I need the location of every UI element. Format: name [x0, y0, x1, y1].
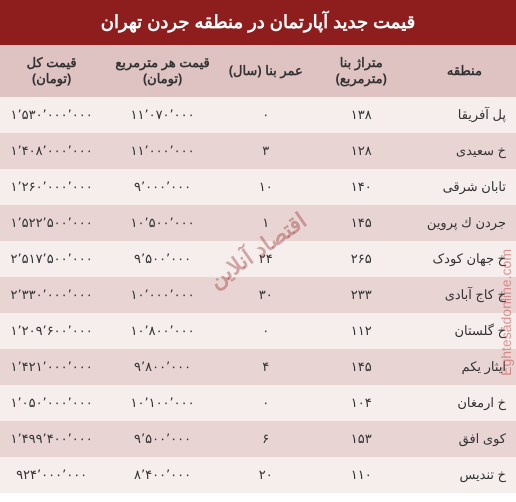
cell-price-per-m: ۱۱٬۰۷۰٬۰۰۰: [103, 97, 222, 133]
cell-age: ۳۰: [222, 277, 310, 313]
cell-age: ۳: [222, 133, 310, 169]
cell-age: ۱: [222, 205, 310, 241]
table-body: پل آفریقا ۱۳۸ ۰ ۱۱٬۰۷۰٬۰۰۰ ۱٬۵۳۰٬۰۰۰٬۰۰۰…: [0, 97, 516, 493]
cell-price-per-m: ۱۱٬۰۰۰٬۰۰۰: [103, 133, 222, 169]
col-header-price-per-m: قیمت هر مترمربع (تومان): [103, 45, 222, 97]
cell-age: ۲۰: [222, 457, 310, 493]
cell-price-per-m: ۹٬۰۰۰٬۰۰۰: [103, 169, 222, 205]
cell-area: ۱۲۸: [310, 133, 413, 169]
cell-area: ۱۱۲: [310, 313, 413, 349]
cell-total-price: ۱٬۵۳۰٬۰۰۰٬۰۰۰: [0, 97, 103, 133]
cell-region: تابان شرقی: [413, 169, 516, 205]
table-row: خ جهان کودک ۲۶۵ ۲۴ ۹٬۵۰۰٬۰۰۰ ۲٬۵۱۷٬۵۰۰٬۰…: [0, 241, 516, 277]
table-row: خ ارمغان ۱۰۴ ۰ ۱۰٬۱۰۰٬۰۰۰ ۱٬۰۵۰٬۰۰۰٬۰۰۰: [0, 385, 516, 421]
cell-price-per-m: ۹٬۵۰۰٬۰۰۰: [103, 421, 222, 457]
cell-age: ۴: [222, 349, 310, 385]
table-header-row: منطقه متراژ بنا (مترمربع) عمر بنا (سال) …: [0, 45, 516, 97]
cell-price-per-m: ۹٬۸۰۰٬۰۰۰: [103, 349, 222, 385]
cell-region: خ ارمغان: [413, 385, 516, 421]
apartment-price-table: منطقه متراژ بنا (مترمربع) عمر بنا (سال) …: [0, 45, 516, 493]
cell-region: خ گلستان: [413, 313, 516, 349]
cell-price-per-m: ۱۰٬۸۰۰٬۰۰۰: [103, 313, 222, 349]
cell-region: خ سعیدی: [413, 133, 516, 169]
cell-age: ۰: [222, 313, 310, 349]
cell-region: کوی افق: [413, 421, 516, 457]
table-row: جردن ك پروین ۱۴۵ ۱ ۱۰٬۵۰۰٬۰۰۰ ۱٬۵۲۲٬۵۰۰٬…: [0, 205, 516, 241]
cell-region: ایثار یکم: [413, 349, 516, 385]
table-row: پل آفریقا ۱۳۸ ۰ ۱۱٬۰۷۰٬۰۰۰ ۱٬۵۳۰٬۰۰۰٬۰۰۰: [0, 97, 516, 133]
cell-total-price: ۱٬۵۲۲٬۵۰۰٬۰۰۰: [0, 205, 103, 241]
price-table-container: قیمت جدید آپارتمان در منطقه جردن تهران م…: [0, 0, 516, 493]
cell-total-price: ۱٬۲۰۹٬۶۰۰٬۰۰۰: [0, 313, 103, 349]
cell-price-per-m: ۱۰٬۵۰۰٬۰۰۰: [103, 205, 222, 241]
table-row: خ گلستان ۱۱۲ ۰ ۱۰٬۸۰۰٬۰۰۰ ۱٬۲۰۹٬۶۰۰٬۰۰۰: [0, 313, 516, 349]
col-header-age: عمر بنا (سال): [222, 45, 310, 97]
cell-total-price: ۱٬۴۰۸٬۰۰۰٬۰۰۰: [0, 133, 103, 169]
col-header-total-price: قیمت کل (تومان): [0, 45, 103, 97]
cell-area: ۱۵۳: [310, 421, 413, 457]
cell-total-price: ۱٬۲۶۰٬۰۰۰٬۰۰۰: [0, 169, 103, 205]
cell-area: ۱۳۸: [310, 97, 413, 133]
cell-age: ۶: [222, 421, 310, 457]
cell-region: خ جهان کودک: [413, 241, 516, 277]
cell-region: خ کاج آبادی: [413, 277, 516, 313]
cell-total-price: ۱٬۴۹۹٬۴۰۰٬۰۰۰: [0, 421, 103, 457]
cell-area: ۲۶۵: [310, 241, 413, 277]
table-row: تابان شرقی ۱۴۰ ۱۰ ۹٬۰۰۰٬۰۰۰ ۱٬۲۶۰٬۰۰۰٬۰۰…: [0, 169, 516, 205]
cell-total-price: ۹۲۴٬۰۰۰٬۰۰۰: [0, 457, 103, 493]
cell-age: ۲۴: [222, 241, 310, 277]
col-header-area: متراژ بنا (مترمربع): [310, 45, 413, 97]
cell-price-per-m: ۱۰٬۰۰۰٬۰۰۰: [103, 277, 222, 313]
cell-price-per-m: ۱۰٬۱۰۰٬۰۰۰: [103, 385, 222, 421]
cell-region: جردن ك پروین: [413, 205, 516, 241]
cell-area: ۲۳۳: [310, 277, 413, 313]
cell-total-price: ۱٬۰۵۰٬۰۰۰٬۰۰۰: [0, 385, 103, 421]
cell-total-price: ۲٬۵۱۷٬۵۰۰٬۰۰۰: [0, 241, 103, 277]
cell-area: ۱۴۵: [310, 349, 413, 385]
cell-region: خ تندیس: [413, 457, 516, 493]
cell-age: ۱۰: [222, 169, 310, 205]
cell-price-per-m: ۸٬۴۰۰٬۰۰۰: [103, 457, 222, 493]
cell-total-price: ۲٬۳۳۰٬۰۰۰٬۰۰۰: [0, 277, 103, 313]
cell-area: ۱۴۰: [310, 169, 413, 205]
table-row: کوی افق ۱۵۳ ۶ ۹٬۵۰۰٬۰۰۰ ۱٬۴۹۹٬۴۰۰٬۰۰۰: [0, 421, 516, 457]
table-row: خ سعیدی ۱۲۸ ۳ ۱۱٬۰۰۰٬۰۰۰ ۱٬۴۰۸٬۰۰۰٬۰۰۰: [0, 133, 516, 169]
cell-area: ۱۴۵: [310, 205, 413, 241]
cell-total-price: ۱٬۴۲۱٬۰۰۰٬۰۰۰: [0, 349, 103, 385]
cell-age: ۰: [222, 385, 310, 421]
cell-area: ۱۱۰: [310, 457, 413, 493]
cell-region: پل آفریقا: [413, 97, 516, 133]
cell-area: ۱۰۴: [310, 385, 413, 421]
col-header-region: منطقه: [413, 45, 516, 97]
table-row: خ تندیس ۱۱۰ ۲۰ ۸٬۴۰۰٬۰۰۰ ۹۲۴٬۰۰۰٬۰۰۰: [0, 457, 516, 493]
cell-age: ۰: [222, 97, 310, 133]
table-row: ایثار یکم ۱۴۵ ۴ ۹٬۸۰۰٬۰۰۰ ۱٬۴۲۱٬۰۰۰٬۰۰۰: [0, 349, 516, 385]
cell-price-per-m: ۹٬۵۰۰٬۰۰۰: [103, 241, 222, 277]
table-row: خ کاج آبادی ۲۳۳ ۳۰ ۱۰٬۰۰۰٬۰۰۰ ۲٬۳۳۰٬۰۰۰٬…: [0, 277, 516, 313]
table-title: قیمت جدید آپارتمان در منطقه جردن تهران: [0, 0, 516, 45]
